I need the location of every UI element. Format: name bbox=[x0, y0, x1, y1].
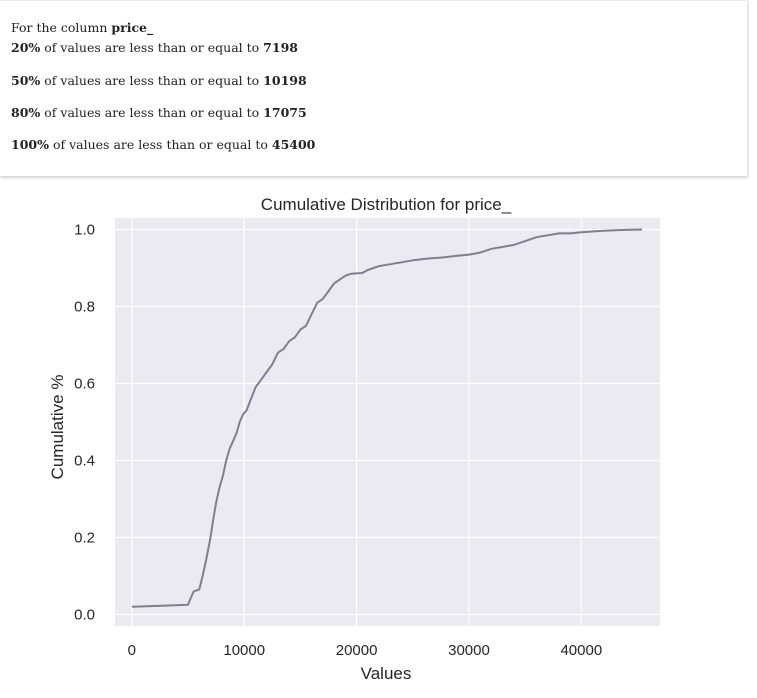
x-tick-label: 10000 bbox=[223, 642, 265, 659]
y-tick-label: 1.0 bbox=[74, 222, 95, 239]
summary-row: 20% of values are less than or equal to … bbox=[11, 40, 298, 55]
summary-row-percent: 80% bbox=[11, 105, 41, 120]
summary-intro: For the column price_ bbox=[11, 20, 153, 35]
x-axis-label: Values bbox=[361, 664, 412, 683]
series-layer bbox=[131, 228, 643, 608]
y-tick-label: 0.4 bbox=[74, 452, 95, 469]
y-tick-label: 0.8 bbox=[74, 299, 95, 316]
summary-row-percent: 20% bbox=[11, 40, 41, 55]
summary-row-percent: 50% bbox=[11, 73, 41, 88]
cdf-line bbox=[131, 228, 643, 608]
summary-intro-text: For the column bbox=[11, 20, 108, 35]
summary-row-text: of values are less than or equal to bbox=[44, 105, 260, 120]
column-summary-panel: For the column price_ 20% of values are … bbox=[0, 0, 748, 176]
cdf-chart: 0 10000 20000 30000 40000 0.0 0.2 0.4 0.6 0.8 1.0 … bbox=[0, 180, 757, 693]
summary-row-value: 45400 bbox=[271, 137, 316, 152]
summary-row-text: of values are less than or equal to bbox=[44, 40, 260, 55]
summary-row-value: 7198 bbox=[263, 40, 298, 55]
y-axis-label: Cumulative % bbox=[48, 375, 67, 480]
y-tick-label: 0.0 bbox=[74, 606, 95, 623]
x-tick-label: 20000 bbox=[336, 642, 378, 659]
cdf-chart-svg: 0 10000 20000 30000 400000.00.20.40.60.81.0 … bbox=[48, 195, 660, 683]
grid-lines bbox=[115, 218, 660, 626]
summary-column-name: price_ bbox=[111, 20, 154, 35]
y-tick-label: 0.2 bbox=[74, 529, 95, 546]
summary-row-value: 17075 bbox=[263, 105, 307, 120]
chart-title: Cumulative Distribution for price_ bbox=[261, 195, 512, 214]
summary-row-text: of values are less than or equal to bbox=[44, 73, 260, 88]
x-tick-label: 30000 bbox=[448, 642, 490, 659]
tick-labels: 0 10000 20000 30000 40000 0.0 0.2 0.4 0.6 0.8 1.0 bbox=[74, 222, 602, 659]
x-tick-label: 0 bbox=[128, 642, 136, 659]
y-tick-label: 0.6 bbox=[74, 376, 95, 393]
summary-row-percent: 100% bbox=[11, 137, 49, 152]
x-tick-label: 40000 bbox=[560, 642, 602, 659]
summary-row-value: 10198 bbox=[263, 73, 307, 88]
summary-row: 50% of values are less than or equal to … bbox=[11, 73, 307, 88]
summary-row-text: of values are less than or equal to bbox=[52, 137, 268, 152]
summary-row: 80% of values are less than or equal to … bbox=[11, 105, 307, 120]
summary-row: 100% of values are less than or equal to… bbox=[11, 137, 315, 152]
plot-area bbox=[115, 218, 660, 626]
